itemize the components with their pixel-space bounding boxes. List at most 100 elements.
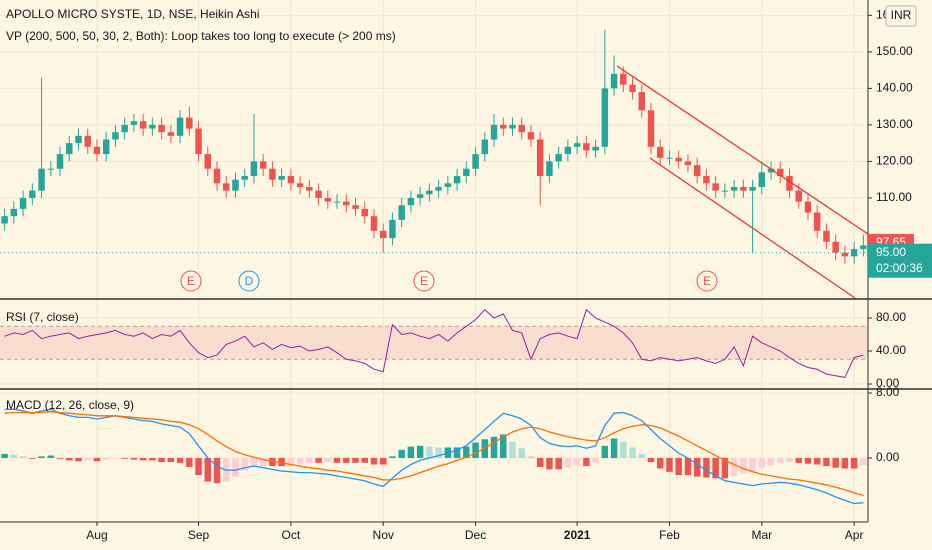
histogram-bar <box>564 457 572 468</box>
candle-body <box>536 139 544 177</box>
histogram-bar <box>352 457 359 463</box>
candle-body <box>509 124 516 129</box>
candle-body <box>518 124 525 133</box>
candle-body <box>657 146 664 158</box>
histogram-bar <box>102 457 110 460</box>
candle-body <box>426 190 433 195</box>
candle-body <box>241 176 248 180</box>
histogram-bar <box>269 457 276 467</box>
histogram-bar <box>29 457 36 459</box>
plot-layer <box>0 0 868 522</box>
histogram-bar <box>186 457 193 467</box>
histogram-bar <box>767 457 775 466</box>
event-marker: E <box>413 270 435 292</box>
histogram-bar <box>1 453 8 458</box>
histogram-bar <box>740 457 747 474</box>
candle-body <box>592 146 599 151</box>
candle-body <box>740 186 747 191</box>
candle-body <box>250 161 258 177</box>
candle-body <box>684 161 692 166</box>
last-price-label: 95.00 <box>876 245 906 259</box>
candle-body <box>232 179 239 191</box>
histogram-bar <box>647 457 655 463</box>
candle-body <box>758 172 766 187</box>
histogram-bar <box>204 457 211 482</box>
candle-body <box>610 73 618 89</box>
histogram-bar <box>703 457 710 478</box>
x-tick-label: Apr <box>845 528 864 542</box>
candle-body <box>47 168 55 170</box>
candle-body <box>435 186 442 191</box>
y-tick-label: 130.00 <box>876 117 913 131</box>
histogram-bar <box>712 457 719 479</box>
histogram-bar <box>130 457 138 460</box>
histogram-bar <box>610 438 618 458</box>
histogram-bar <box>333 457 341 463</box>
macd-title: MACD (12, 26, close, 9) <box>6 398 134 412</box>
histogram-bar <box>93 457 101 462</box>
candle-body <box>389 219 396 239</box>
candle-body <box>453 176 461 184</box>
candle-body <box>693 165 701 177</box>
y-tick-label: 40.00 <box>876 343 906 357</box>
candle-body <box>306 186 313 191</box>
candle-body <box>324 197 332 202</box>
histogram-bar <box>453 447 461 458</box>
histogram-bar <box>583 457 590 467</box>
candle-body <box>38 168 45 191</box>
histogram-bar <box>241 457 248 471</box>
histogram-bar <box>601 445 609 458</box>
x-tick-label: 2021 <box>564 528 591 542</box>
histogram-bar <box>555 457 562 470</box>
histogram-bar <box>75 457 82 462</box>
candle-body <box>158 124 165 133</box>
histogram-bar <box>721 457 729 479</box>
histogram-bar <box>176 457 184 463</box>
event-marker: D <box>238 270 260 292</box>
histogram-bar <box>527 456 535 458</box>
candle-body <box>139 121 147 129</box>
histogram-bar <box>536 457 544 467</box>
axes: 110.00120.00130.00140.00150.00160.000.00… <box>86 8 932 542</box>
candle-body <box>379 230 387 239</box>
histogram-bar <box>490 436 498 458</box>
histogram-bar <box>306 457 313 463</box>
histogram-bar <box>666 457 673 472</box>
channel-lower <box>649 157 856 299</box>
histogram-bar <box>629 447 636 458</box>
y-tick-label: 120.00 <box>876 154 913 168</box>
candle-body <box>703 176 710 184</box>
histogram-bar <box>823 457 830 467</box>
candle-body <box>343 201 350 206</box>
candle-body <box>149 124 156 129</box>
currency-badge <box>885 5 917 27</box>
histogram-bar <box>463 446 470 458</box>
event-marker: E <box>696 270 718 292</box>
macd-line <box>4 411 864 497</box>
histogram-bar <box>518 448 525 458</box>
candle-body <box>823 230 830 242</box>
candle-body <box>186 117 193 129</box>
rsi-title: RSI (7, close) <box>6 310 79 324</box>
histogram-bar <box>416 445 424 458</box>
candle-body <box>629 84 636 93</box>
candle-body <box>1 216 8 224</box>
candle-body <box>352 205 359 209</box>
histogram-bar <box>213 457 221 484</box>
histogram-bar <box>500 434 507 458</box>
y-tick-label: 150.00 <box>876 44 913 58</box>
histogram-bar <box>38 456 45 458</box>
candle-body <box>841 252 849 257</box>
histogram-bar <box>259 457 267 467</box>
candle-body <box>93 146 101 155</box>
candle-body <box>296 183 304 187</box>
candle-body <box>213 168 221 184</box>
candle-body <box>472 154 479 169</box>
candle-body <box>721 190 729 192</box>
x-tick-label: Feb <box>659 528 680 542</box>
candle-body <box>102 139 110 155</box>
histogram-bar <box>573 457 581 466</box>
candle-body <box>29 190 36 198</box>
